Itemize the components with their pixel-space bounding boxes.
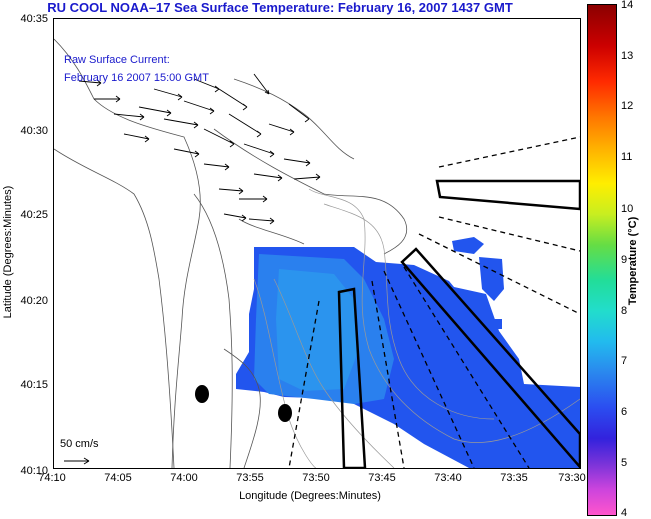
current-label: Raw Surface Current:: [64, 54, 170, 66]
temperature-colorbar: [587, 4, 617, 516]
y-tick-label: 40:25: [20, 209, 48, 221]
y-tick-label: 40:30: [20, 125, 48, 137]
scale-arrow: [64, 457, 90, 465]
colorbar-tick: 4: [621, 507, 628, 519]
shipping-lanes: [288, 136, 580, 468]
x-tick-label: 74:00: [170, 472, 198, 484]
depth-contours: [253, 188, 580, 468]
x-tick-label: 73:35: [500, 472, 528, 484]
y-tick-label: 40:15: [20, 379, 48, 391]
colorbar-tick: 8: [621, 305, 628, 317]
buoy-markers: [195, 385, 292, 422]
map-svg: [54, 38, 580, 468]
y-tick-label: 40:10: [20, 465, 48, 477]
colorbar-tick: 6: [621, 406, 628, 418]
colorbar-tick: 11: [621, 151, 633, 163]
y-axis-label: Latitude (Degrees:Minutes): [2, 185, 14, 319]
y-tick-label: 40:20: [20, 295, 48, 307]
sst-field: [236, 237, 580, 468]
coastline-contours: [54, 38, 407, 468]
colorbar-tick: 9: [621, 254, 628, 266]
x-tick-label: 73:50: [302, 472, 330, 484]
y-tick-label: 40:35: [20, 13, 48, 25]
colorbar-label: Temperature (°C): [627, 216, 639, 306]
colorbar-tick: 7: [621, 355, 628, 367]
x-tick-label: 73:40: [434, 472, 462, 484]
x-tick-label: 73:30: [558, 472, 586, 484]
x-tick-label: 73:55: [236, 472, 264, 484]
colorbar-tick: 13: [621, 50, 634, 62]
colorbar-tick: 10: [621, 203, 634, 215]
colorbar-tick: 14: [621, 0, 634, 11]
surface-current-vectors: [78, 73, 321, 225]
restricted-zones: [337, 179, 580, 468]
current-time: February 16 2007 15:00 GMT: [64, 72, 209, 84]
map-plot-area: Raw Surface Current: February 16 2007 15…: [53, 18, 581, 469]
x-tick-label: 74:05: [104, 472, 132, 484]
x-axis-label: Longitude (Degrees:Minutes): [239, 490, 381, 502]
scale-label: 50 cm/s: [60, 438, 99, 450]
x-tick-label: 74:10: [38, 472, 66, 484]
colorbar-tick: 5: [621, 457, 628, 469]
map-title: RU COOL NOAA–17 Sea Surface Temperature:…: [47, 0, 513, 15]
colorbar-tick: 12: [621, 100, 634, 112]
x-tick-label: 73:45: [368, 472, 396, 484]
